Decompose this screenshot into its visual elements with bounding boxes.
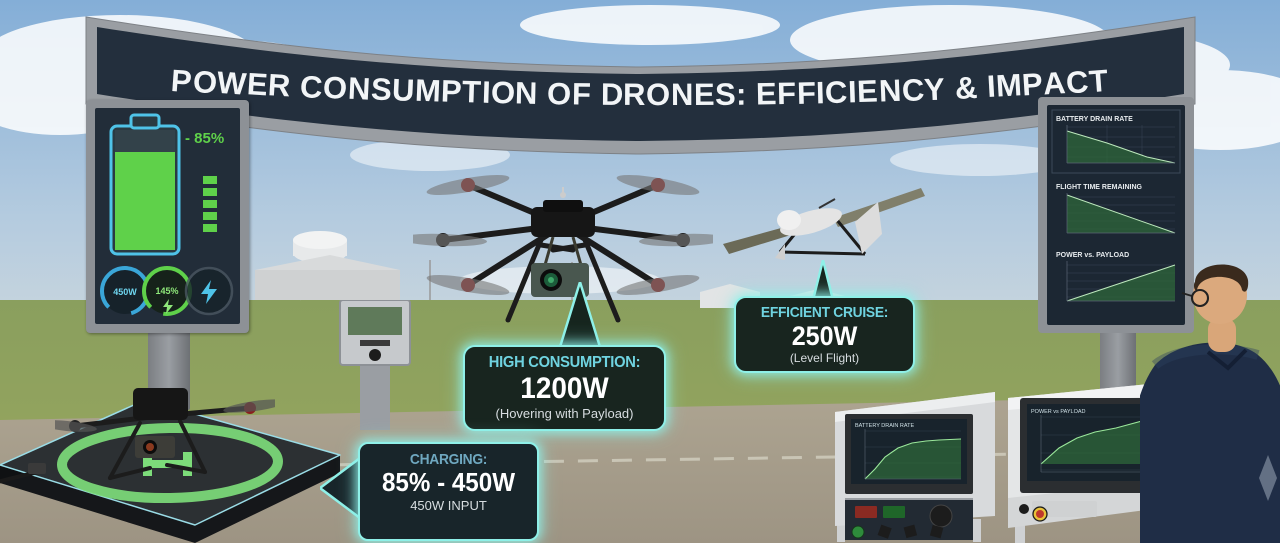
svg-text:FLIGHT TIME REMAINING: FLIGHT TIME REMAINING [1056,184,1142,191]
svg-text:POWER vs. PAYLOAD: POWER vs. PAYLOAD [1056,252,1129,259]
svg-text:- 85%: - 85% [185,130,224,147]
svg-text:145%: 145% [155,286,178,296]
svg-text:POWER vs PAYLOAD: POWER vs PAYLOAD [1031,409,1086,415]
svg-text:BATTERY DRAIN RATE: BATTERY DRAIN RATE [855,423,915,429]
svg-text:BATTERY DRAIN RATE: BATTERY DRAIN RATE [1056,116,1133,123]
svg-text:450W: 450W [113,287,137,297]
